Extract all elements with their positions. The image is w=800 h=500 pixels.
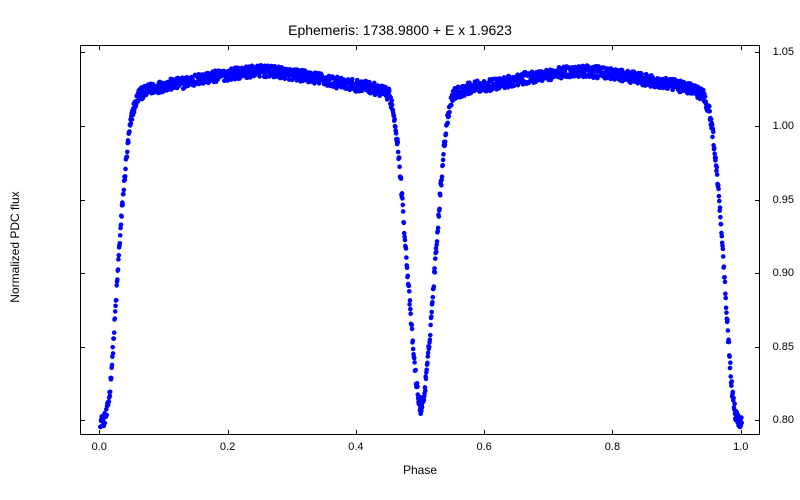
x-tick <box>741 430 742 435</box>
y-tick <box>755 347 760 348</box>
x-tick <box>356 45 357 50</box>
x-tick-label: 0.4 <box>348 441 363 453</box>
x-tick <box>484 45 485 50</box>
x-tick <box>741 45 742 50</box>
y-tick <box>80 273 85 274</box>
y-tick <box>80 347 85 348</box>
x-tick-label: 1.0 <box>733 441 748 453</box>
x-tick <box>612 45 613 50</box>
y-tick <box>755 273 760 274</box>
y-tick <box>80 420 85 421</box>
x-tick <box>612 430 613 435</box>
x-tick-label: 0.8 <box>605 441 620 453</box>
x-tick-label: 0.6 <box>476 441 491 453</box>
x-axis-label: Phase <box>80 463 760 477</box>
y-tick <box>80 126 85 127</box>
x-tick-label: 0.2 <box>220 441 235 453</box>
plot-area <box>80 45 760 435</box>
x-tick <box>228 45 229 50</box>
x-tick <box>99 45 100 50</box>
x-tick-label: 0.0 <box>92 441 107 453</box>
y-tick <box>80 200 85 201</box>
y-tick <box>80 52 85 53</box>
y-tick <box>755 52 760 53</box>
y-tick <box>755 420 760 421</box>
y-axis-label: Normalized PDC flux <box>8 167 22 327</box>
x-tick <box>99 430 100 435</box>
y-tick <box>755 126 760 127</box>
y-tick <box>755 200 760 201</box>
data-scatter-layer <box>81 46 761 436</box>
light-curve-chart: Ephemeris: 1738.9800 + E x 1.9623 0.800.… <box>0 0 800 500</box>
chart-title: Ephemeris: 1738.9800 + E x 1.9623 <box>0 22 800 38</box>
x-tick <box>228 430 229 435</box>
x-tick <box>484 430 485 435</box>
x-tick <box>356 430 357 435</box>
